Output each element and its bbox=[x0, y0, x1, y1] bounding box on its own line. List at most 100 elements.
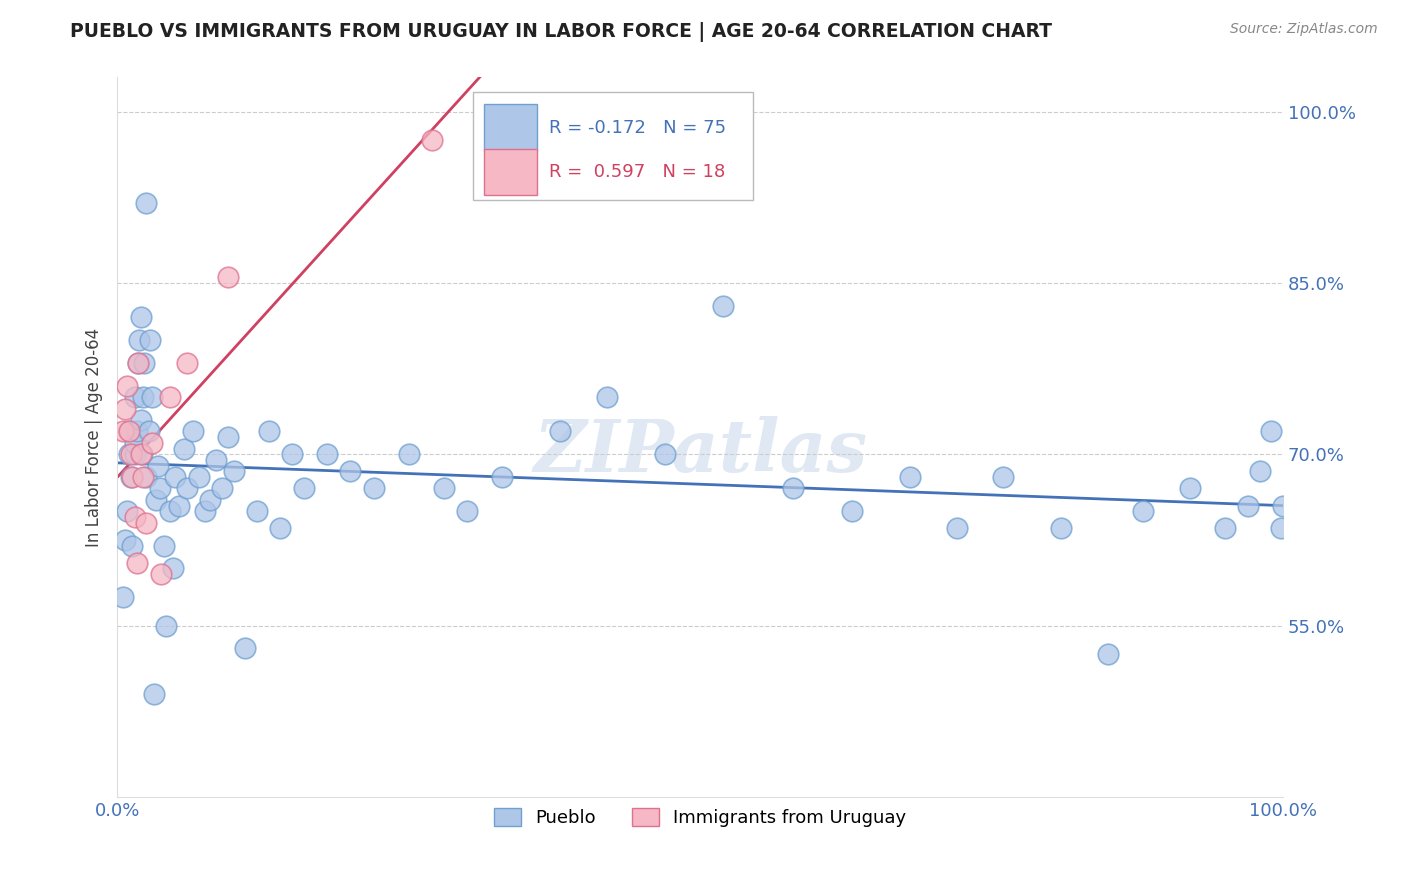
Point bbox=[127, 356, 149, 370]
Point bbox=[124, 510, 146, 524]
Point bbox=[145, 492, 167, 507]
Point bbox=[316, 447, 339, 461]
Point bbox=[993, 470, 1015, 484]
Point bbox=[153, 539, 176, 553]
Point bbox=[596, 390, 619, 404]
Point bbox=[120, 447, 142, 461]
Point bbox=[159, 504, 181, 518]
Point bbox=[1270, 521, 1292, 535]
Point bbox=[257, 425, 280, 439]
Point bbox=[118, 425, 141, 439]
Point bbox=[782, 482, 804, 496]
Point bbox=[898, 470, 921, 484]
Point bbox=[398, 447, 420, 461]
Point bbox=[111, 590, 134, 604]
Point bbox=[246, 504, 269, 518]
Point bbox=[143, 687, 166, 701]
Point bbox=[205, 453, 228, 467]
Y-axis label: In Labor Force | Age 20-64: In Labor Force | Age 20-64 bbox=[86, 327, 103, 547]
Point bbox=[654, 447, 676, 461]
Point bbox=[159, 390, 181, 404]
Point bbox=[132, 390, 155, 404]
Point bbox=[841, 504, 863, 518]
Point bbox=[127, 356, 149, 370]
Point bbox=[187, 470, 209, 484]
Point bbox=[118, 447, 141, 461]
FancyBboxPatch shape bbox=[485, 149, 537, 195]
Text: PUEBLO VS IMMIGRANTS FROM URUGUAY IN LABOR FORCE | AGE 20-64 CORRELATION CHART: PUEBLO VS IMMIGRANTS FROM URUGUAY IN LAB… bbox=[70, 22, 1052, 42]
Point bbox=[114, 533, 136, 547]
FancyBboxPatch shape bbox=[472, 92, 752, 200]
Point bbox=[1178, 482, 1201, 496]
Point bbox=[162, 561, 184, 575]
Point bbox=[1249, 464, 1271, 478]
Point bbox=[1237, 499, 1260, 513]
Point bbox=[118, 425, 141, 439]
Point bbox=[292, 482, 315, 496]
Point bbox=[339, 464, 361, 478]
Point bbox=[141, 435, 163, 450]
Point bbox=[173, 442, 195, 456]
Point bbox=[129, 413, 152, 427]
Point bbox=[131, 447, 153, 461]
Point bbox=[155, 618, 177, 632]
Point bbox=[194, 504, 217, 518]
Point bbox=[235, 641, 257, 656]
FancyBboxPatch shape bbox=[485, 104, 537, 151]
Point bbox=[135, 470, 157, 484]
Point bbox=[132, 470, 155, 484]
Point bbox=[200, 492, 222, 507]
Point bbox=[491, 470, 513, 484]
Point bbox=[135, 516, 157, 530]
Point bbox=[281, 447, 304, 461]
Point bbox=[146, 458, 169, 473]
Point bbox=[120, 470, 142, 484]
Point bbox=[363, 482, 385, 496]
Point bbox=[121, 470, 143, 484]
Point bbox=[456, 504, 478, 518]
Point bbox=[111, 425, 134, 439]
Text: Source: ZipAtlas.com: Source: ZipAtlas.com bbox=[1230, 22, 1378, 37]
Legend: Pueblo, Immigrants from Uruguay: Pueblo, Immigrants from Uruguay bbox=[486, 801, 914, 835]
Point bbox=[129, 447, 152, 461]
Point bbox=[420, 133, 443, 147]
Point bbox=[115, 504, 138, 518]
Text: ZIPatlas: ZIPatlas bbox=[533, 416, 868, 487]
Point bbox=[181, 425, 204, 439]
Point bbox=[124, 390, 146, 404]
Point bbox=[176, 482, 198, 496]
Point bbox=[115, 378, 138, 392]
Point bbox=[176, 356, 198, 370]
Point bbox=[1260, 425, 1282, 439]
Point bbox=[548, 425, 571, 439]
Point bbox=[114, 401, 136, 416]
Point bbox=[138, 425, 160, 439]
Point bbox=[945, 521, 967, 535]
Point bbox=[713, 299, 735, 313]
Point bbox=[121, 539, 143, 553]
Point bbox=[149, 482, 172, 496]
Point bbox=[135, 196, 157, 211]
Point bbox=[1272, 499, 1295, 513]
Point bbox=[269, 521, 291, 535]
Point bbox=[217, 430, 239, 444]
Point bbox=[139, 333, 162, 347]
Point bbox=[1050, 521, 1073, 535]
Point bbox=[124, 435, 146, 450]
Point bbox=[150, 567, 173, 582]
Point bbox=[125, 425, 148, 439]
Point bbox=[1097, 647, 1119, 661]
Point bbox=[125, 556, 148, 570]
Text: R =  0.597   N = 18: R = 0.597 N = 18 bbox=[548, 163, 724, 181]
Point bbox=[141, 390, 163, 404]
Point bbox=[222, 464, 245, 478]
Text: R = -0.172   N = 75: R = -0.172 N = 75 bbox=[548, 119, 725, 136]
Point bbox=[129, 310, 152, 325]
Point bbox=[165, 470, 187, 484]
Point bbox=[217, 270, 239, 285]
Point bbox=[211, 482, 233, 496]
Point bbox=[128, 333, 150, 347]
Point bbox=[1132, 504, 1154, 518]
Point bbox=[167, 499, 190, 513]
Point bbox=[132, 356, 155, 370]
